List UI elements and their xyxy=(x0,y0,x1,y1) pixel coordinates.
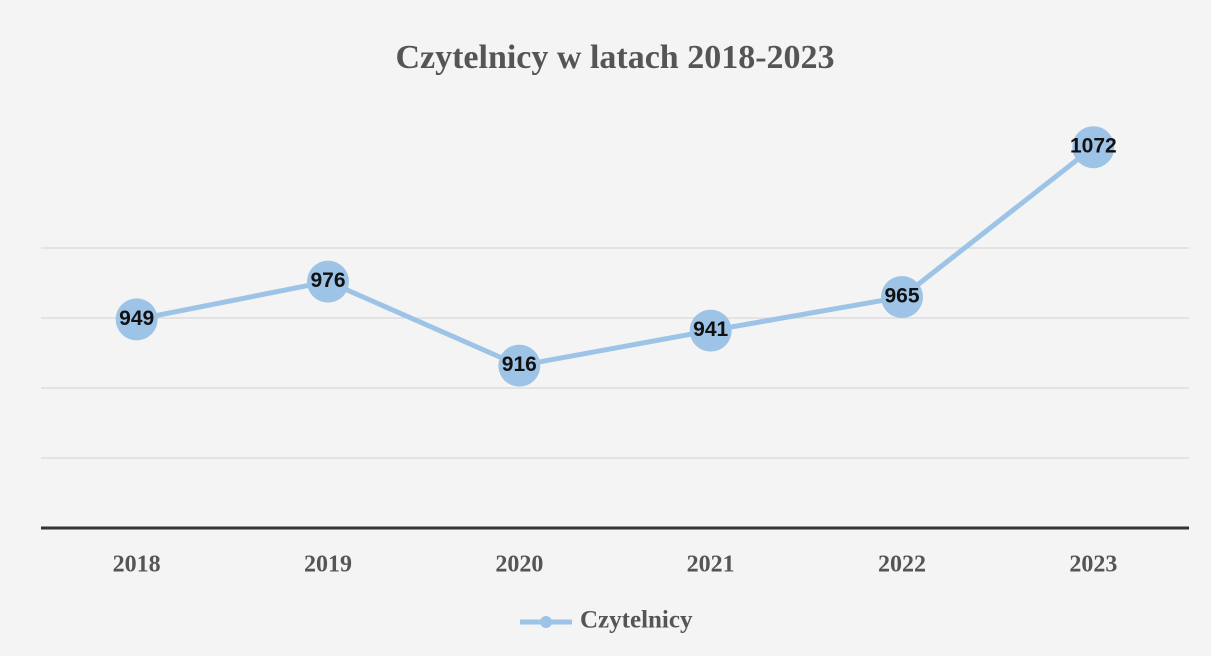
marker xyxy=(689,309,732,352)
x-tick-label: 2018 xyxy=(113,552,161,578)
data-label: 976 xyxy=(310,269,345,292)
chart-title: Czytelnicy w latach 2018-2023 xyxy=(395,39,834,76)
x-tick-label: 2021 xyxy=(687,552,735,578)
line xyxy=(136,145,1095,369)
data-label: 916 xyxy=(502,353,537,376)
x-tick-label: 2020 xyxy=(495,552,543,578)
x-tick-label: 2023 xyxy=(1069,552,1117,578)
data-label: 965 xyxy=(884,285,919,308)
legend-label: Czytelnicy xyxy=(580,607,693,634)
data-label: 941 xyxy=(693,318,728,341)
marker xyxy=(498,344,541,387)
marker xyxy=(881,276,923,318)
x-tick-label: 2022 xyxy=(878,552,926,578)
data-label: 949 xyxy=(119,307,154,330)
x-tick-label: 2019 xyxy=(304,552,352,578)
marker xyxy=(307,260,349,303)
legend-marker xyxy=(540,616,552,628)
marker xyxy=(1072,126,1115,169)
marker xyxy=(115,298,158,341)
data-label: 1072 xyxy=(1070,135,1117,158)
